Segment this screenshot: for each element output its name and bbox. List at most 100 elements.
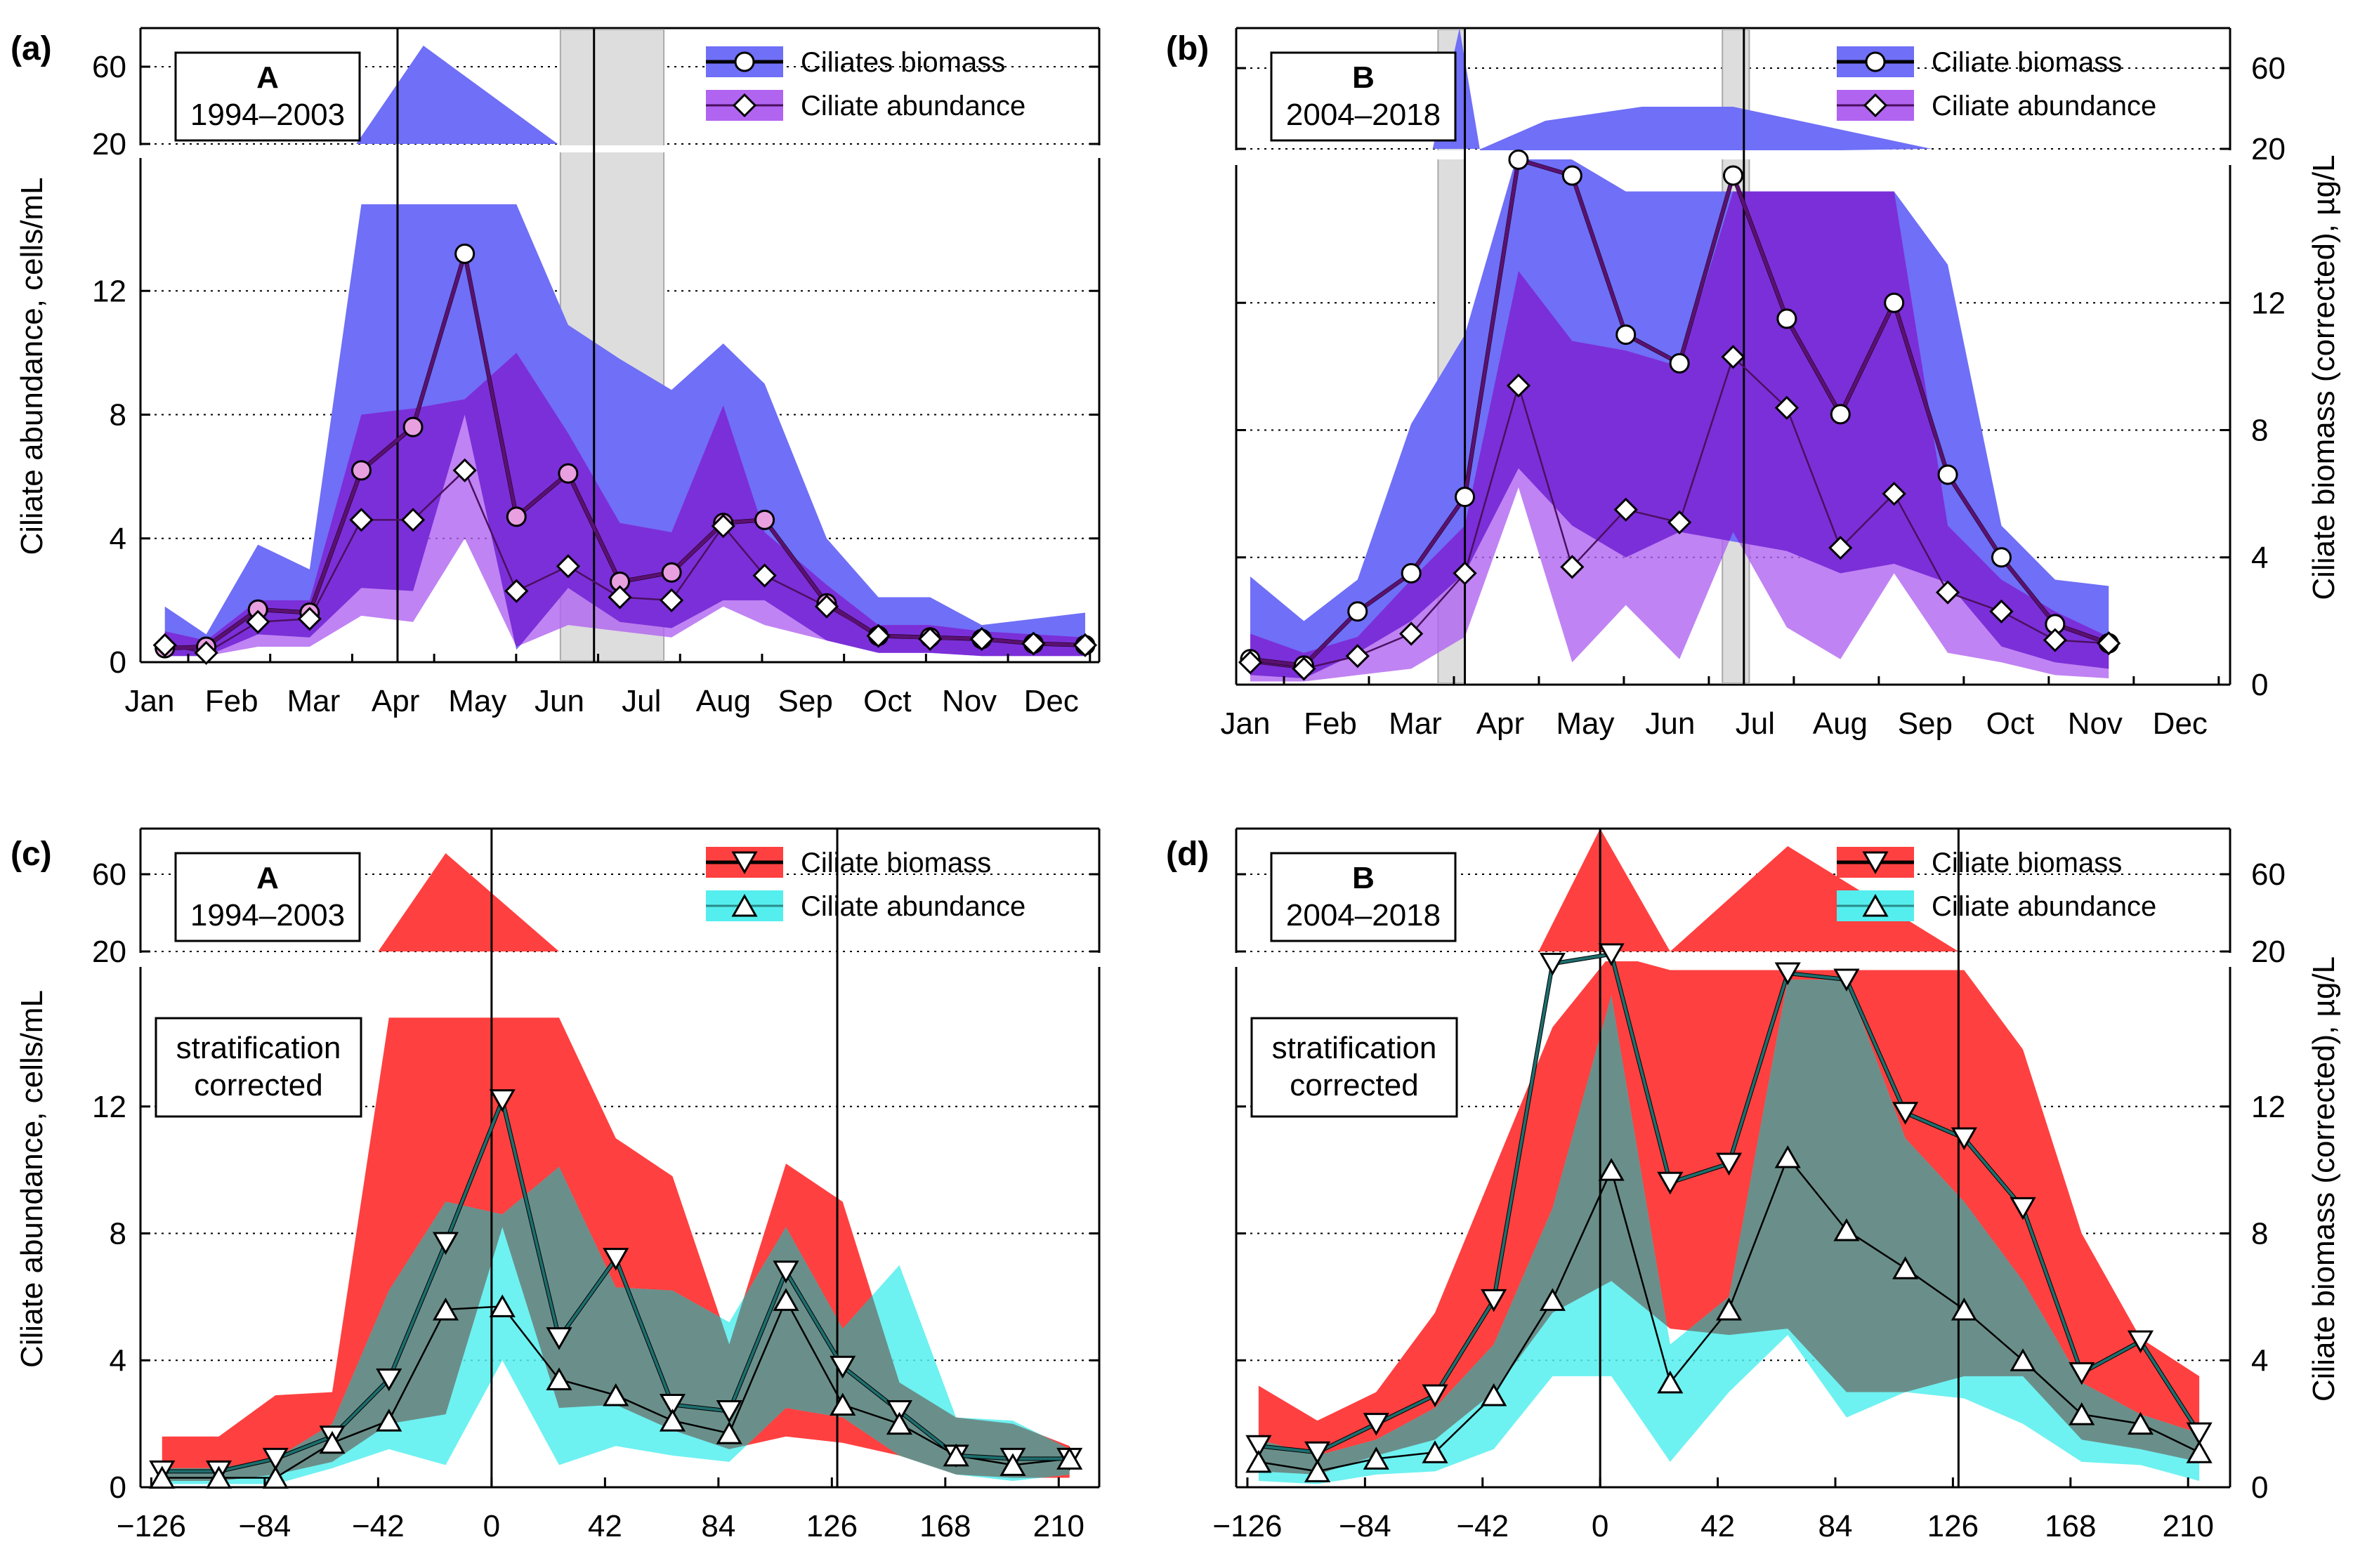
abundance-point (1613, 497, 1638, 522)
biomass-point (376, 1368, 402, 1392)
abundance-point (943, 1443, 969, 1467)
y-axis-title-right: Ciliate biomass (corrected), µg/L (2307, 154, 2341, 600)
biomass-point (830, 1355, 856, 1379)
period-box-years: 2004–2018 (1286, 98, 1441, 132)
ytick-label: 20 (92, 127, 126, 162)
biomass-point (1561, 165, 1582, 186)
biomass-point (1615, 324, 1637, 345)
y-axis-title-left: Ciliate abundance, cells/mL (15, 990, 49, 1368)
period-box-title: B (1352, 861, 1375, 895)
legend-label: Ciliate abundance (1932, 891, 2156, 922)
ytick-label: 60 (92, 857, 126, 892)
abundance-point (1715, 1297, 1743, 1321)
biomass-point (350, 460, 372, 481)
xtick-label: Dec (1024, 684, 1079, 718)
ytick-label: 4 (110, 1343, 126, 1378)
abundance-point (1882, 482, 1906, 506)
y-axis-title-right: Ciliate biomass (corrected), µg/L (2307, 956, 2341, 1402)
ytick-label: 20 (92, 935, 126, 969)
biomass-point (1774, 962, 1801, 985)
legend-label: Ciliate biomass (1932, 47, 2122, 78)
abundance-point (1828, 536, 1853, 560)
abundance-point (504, 579, 529, 603)
biomass-point (1304, 1441, 1331, 1465)
abundance-point (1345, 644, 1370, 668)
period-box (1270, 51, 1457, 142)
ytick-label: 20 (2251, 935, 2286, 969)
ytick-label: 4 (110, 522, 126, 556)
biomass-point (454, 243, 476, 264)
abundance-point (2010, 1348, 2036, 1371)
xtick-label: Aug (1813, 706, 1868, 741)
ytick-label: 60 (2251, 857, 2286, 892)
overlap-band (1258, 980, 2200, 1475)
ytick-label: 60 (2251, 51, 2286, 86)
xtick-label: 168 (2045, 1509, 2096, 1543)
period-box-title: A (256, 60, 279, 95)
abundance-point (400, 508, 426, 532)
xtick-label: Sep (778, 684, 833, 718)
biomass-point (661, 562, 682, 583)
biomass-point (1715, 1152, 1743, 1176)
note-line2: corrected (194, 1068, 322, 1102)
biomass-point (716, 1400, 742, 1423)
biomass-point (1245, 1435, 1272, 1458)
legend-label: Ciliate biomass (1932, 848, 2122, 878)
abundance-point (1774, 395, 1800, 420)
legend-marker (1865, 51, 1886, 72)
biomass-point (1363, 1413, 1389, 1436)
note-line2: corrected (1290, 1068, 1418, 1102)
abundance-point (1422, 1440, 1448, 1463)
biomass-point (1991, 547, 2012, 568)
period-box (174, 852, 361, 942)
biomass-point (402, 416, 424, 437)
abundance-point (376, 1409, 402, 1432)
xtick-label: May (1556, 706, 1614, 741)
abundance-point (1667, 510, 1692, 535)
biomass-point (1937, 464, 1958, 485)
abundance-point (452, 458, 477, 482)
biomass-point (1347, 601, 1368, 622)
note-line1: stratification (176, 1031, 341, 1065)
biomass-point (1776, 308, 1797, 329)
biomass-point (603, 1248, 629, 1271)
abundance-point (866, 624, 891, 648)
ytick-label: 20 (2251, 132, 2286, 166)
abundance-point (1292, 657, 1316, 681)
xtick-label: −42 (352, 1509, 405, 1543)
ytick-label: 8 (110, 398, 126, 433)
biomass-point (2127, 1330, 2154, 1354)
legend-label: Ciliate abundance (801, 91, 1025, 121)
biomass-point (489, 1089, 516, 1112)
xtick-label: Nov (942, 684, 997, 718)
break-band (142, 953, 1098, 961)
abundance-point (546, 1367, 572, 1390)
biomass-point (1830, 404, 1851, 425)
abundance-point (262, 1465, 289, 1489)
biomass-point (1598, 943, 1625, 966)
period-box-years: 1994–2003 (190, 98, 345, 132)
abundance-point (149, 1465, 176, 1489)
ytick-label: 12 (2251, 1090, 2286, 1124)
biomass-point (2069, 1362, 2095, 1385)
biomass-point (1481, 1289, 1507, 1312)
panel-1: 0 4 8 12 20 60 Jan Feb Mar Apr May Jun Jul Aug Sep Oct N… (1166, 27, 2341, 741)
abundance-point (1363, 1447, 1389, 1470)
abundance-point (608, 585, 632, 610)
legend-label: Ciliate abundance (801, 891, 1025, 922)
xtick-label: −126 (117, 1509, 186, 1543)
xtick-label: 84 (701, 1509, 735, 1543)
abundance-point (319, 1430, 346, 1454)
abundance-point (1304, 1459, 1331, 1482)
abundance-point (194, 640, 218, 665)
abundance-point (1657, 1370, 1684, 1394)
abundance-point (773, 1288, 799, 1311)
biomass-point (1892, 1102, 1919, 1125)
abundance-point (349, 508, 374, 532)
biomass-point (659, 1394, 686, 1417)
biomass-point (1508, 149, 1529, 170)
xtick-label: Apr (372, 684, 419, 718)
abundance-point (2186, 1440, 2213, 1463)
biomass-point (1422, 1384, 1448, 1407)
